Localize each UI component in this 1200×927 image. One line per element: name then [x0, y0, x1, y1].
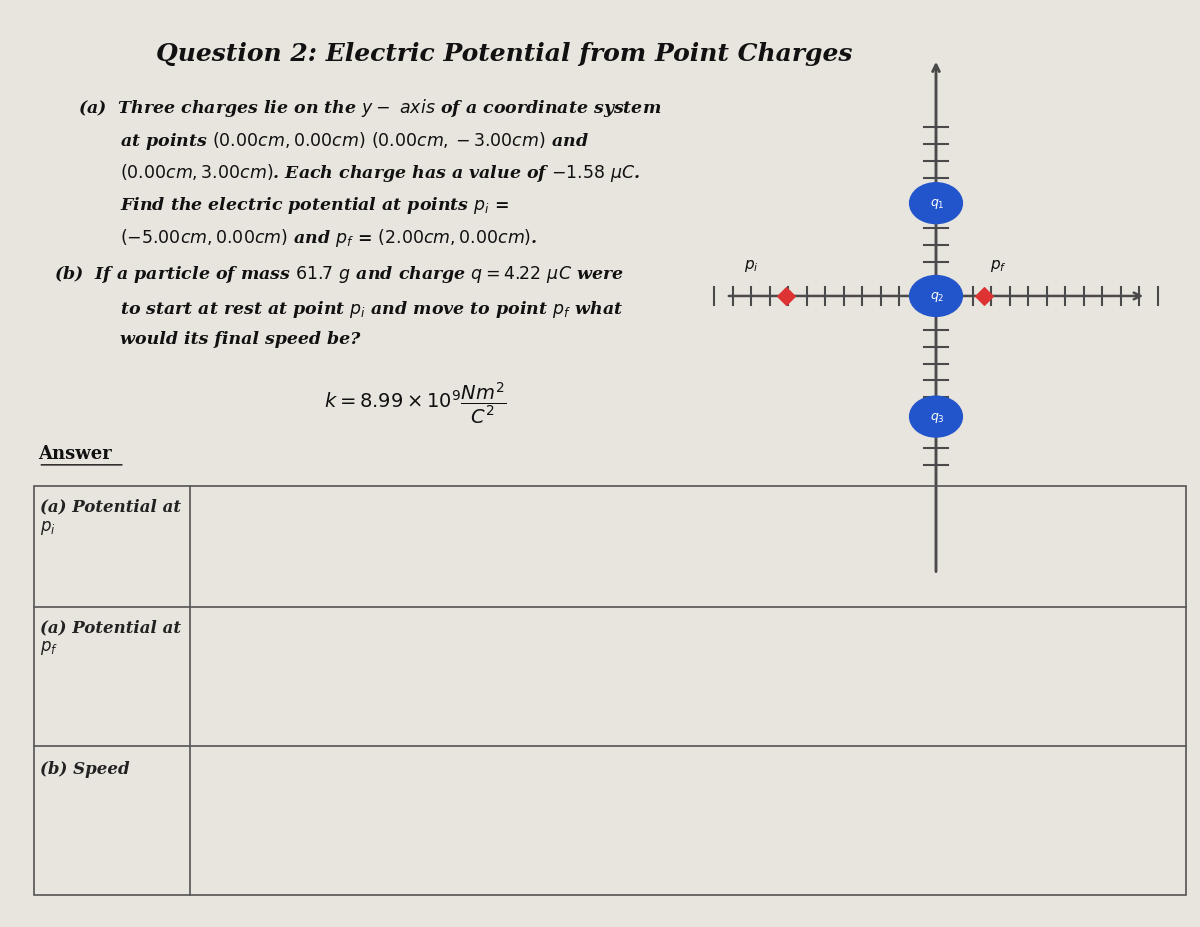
- Text: $p_i$: $p_i$: [40, 518, 55, 536]
- Text: Question 2: Electric Potential from Point Charges: Question 2: Electric Potential from Poin…: [156, 42, 852, 66]
- Circle shape: [910, 276, 962, 317]
- Text: would its final speed be?: would its final speed be?: [120, 331, 360, 348]
- Point: [776, 289, 796, 304]
- Text: to start at rest at point $p_i$ and move to point $p_f$ what: to start at rest at point $p_i$ and move…: [120, 298, 623, 320]
- Text: $(-5.00cm, 0.00cm)$ and $p_f$ = $(2.00cm, 0.00cm)$.: $(-5.00cm, 0.00cm)$ and $p_f$ = $(2.00cm…: [120, 227, 538, 249]
- Text: Find the electric potential at points $p_i$ =: Find the electric potential at points $p…: [120, 195, 510, 216]
- Text: (a) Potential at: (a) Potential at: [40, 498, 180, 514]
- Text: $p_f$: $p_f$: [990, 258, 1007, 273]
- Text: $q_3$: $q_3$: [930, 410, 944, 425]
- Bar: [34, 487, 1186, 895]
- Circle shape: [910, 397, 962, 438]
- Text: (b) Speed: (b) Speed: [40, 760, 130, 777]
- Text: $q_1$: $q_1$: [930, 197, 944, 211]
- Text: $q_2$: $q_2$: [930, 289, 944, 304]
- Text: (a) Potential at: (a) Potential at: [40, 618, 180, 635]
- Text: Answer: Answer: [38, 445, 112, 463]
- Circle shape: [910, 184, 962, 224]
- Text: $p_i$: $p_i$: [744, 258, 758, 273]
- Text: $(0.00cm, 3.00cm)$. Each charge has a value of $-1.58$ $\mu C$.: $(0.00cm, 3.00cm)$. Each charge has a va…: [120, 162, 641, 184]
- Text: at points $(0.00cm, 0.00cm)$ $(0.00cm, -3.00cm)$ and: at points $(0.00cm, 0.00cm)$ $(0.00cm, -…: [120, 130, 589, 152]
- Text: (a)  Three charges lie on the $y-$ $axis$ of a coordinate system: (a) Three charges lie on the $y-$ $axis$…: [78, 97, 661, 120]
- Point: [974, 289, 994, 304]
- Text: $p_f$: $p_f$: [40, 639, 58, 656]
- Text: $k = 8.99 \times 10^9 \dfrac{Nm^2}{C^2}$: $k = 8.99 \times 10^9 \dfrac{Nm^2}{C^2}$: [324, 380, 506, 425]
- Text: (b)  If a particle of mass $61.7$ $g$ and charge $q = 4.22$ $\mu C$ were: (b) If a particle of mass $61.7$ $g$ and…: [54, 264, 624, 286]
